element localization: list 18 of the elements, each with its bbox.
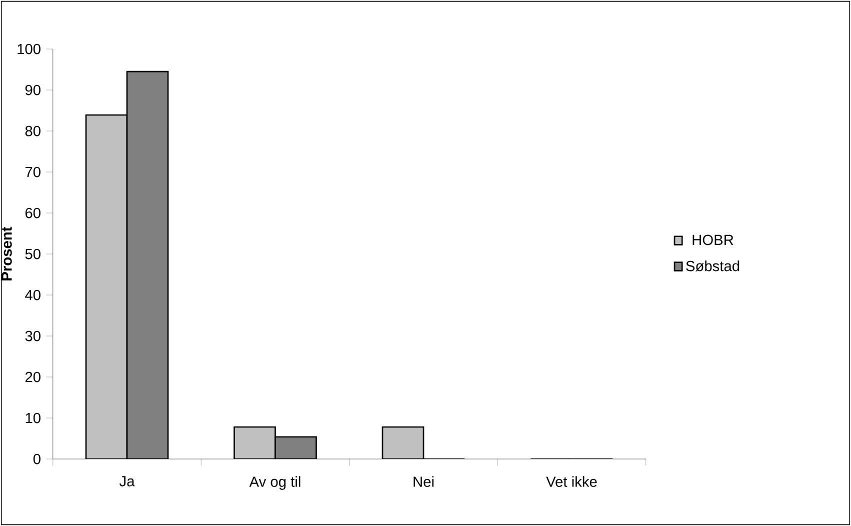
y-tick-label: 70: [25, 166, 40, 178]
y-tick-label: 80: [25, 126, 40, 136]
y-tick-label: 10: [26, 412, 40, 424]
y-tick-label: 20: [25, 372, 40, 382]
y-tick-label: 40: [25, 290, 40, 300]
y-axis-title: Prosent: [2, 226, 12, 280]
y-tick-label: 90: [25, 84, 40, 96]
x-tick-label: Av og til: [249, 476, 300, 490]
y-tick-label: 50: [25, 248, 40, 260]
x-tick-label: Vet ikke: [546, 476, 597, 487]
y-tick-label: 100: [18, 44, 40, 54]
legend-label: HOBR: [692, 234, 734, 246]
y-tick-label: 0: [33, 454, 40, 464]
legend-label: Søbstad: [686, 260, 740, 272]
x-tick-label: Nei: [414, 476, 434, 487]
x-tick-label: Ja: [119, 476, 135, 486]
y-tick-label: 30: [25, 330, 40, 342]
y-tick-label: 60: [25, 208, 40, 218]
